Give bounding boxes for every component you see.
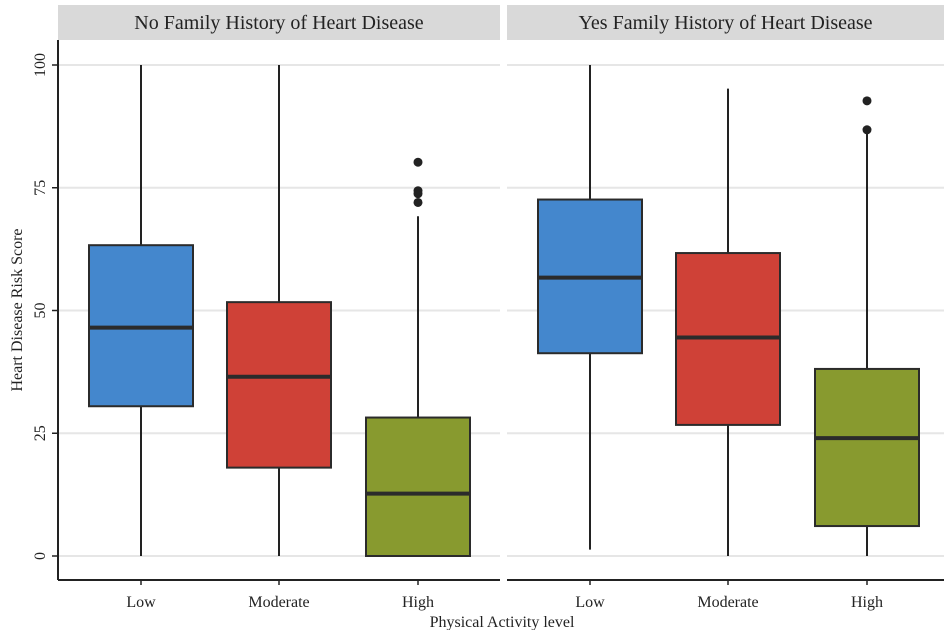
outlier-point [862, 125, 872, 135]
x-tick-label: Moderate [697, 594, 758, 611]
x-axis-title: Physical Activity level [430, 614, 575, 630]
panel-2: Yes Family History of Heart Disease Low Mo… [507, 5, 944, 611]
facet-strip [58, 5, 500, 40]
box-moderate [675, 88, 781, 556]
y-tick-label: 75 [32, 180, 49, 196]
y-tick-label: 50 [32, 303, 49, 319]
facet-title: No Family History of Heart Disease [134, 12, 424, 34]
x-tick-label: Moderate [248, 594, 309, 611]
x-tick-label: Low [575, 594, 605, 611]
box-iqr [365, 416, 471, 557]
panel-1: No Family History of Heart Disease 0 25 50 7… [32, 5, 500, 611]
y-tick-label: 25 [32, 425, 49, 441]
x-tick-label: High [851, 594, 883, 611]
y-axis-title: Heart Disease Risk Score [9, 228, 26, 391]
outlier-point [413, 197, 423, 207]
y-tick-label: 0 [32, 552, 49, 560]
box-high [814, 96, 920, 556]
x-tick-label: High [402, 594, 434, 611]
y-tick-label: 100 [32, 53, 49, 77]
box-low [88, 65, 194, 556]
outlier-point [862, 96, 872, 106]
box-low [537, 65, 643, 550]
outlier-point [413, 157, 423, 167]
facet-title: Yes Family History of Heart Disease [578, 12, 872, 34]
box-iqr [226, 301, 332, 469]
box-moderate [226, 65, 332, 556]
x-tick-label: Low [126, 594, 156, 611]
facet-strip [507, 5, 944, 40]
outlier-point [413, 186, 423, 196]
box-high [365, 157, 471, 557]
box-iqr [814, 367, 920, 528]
